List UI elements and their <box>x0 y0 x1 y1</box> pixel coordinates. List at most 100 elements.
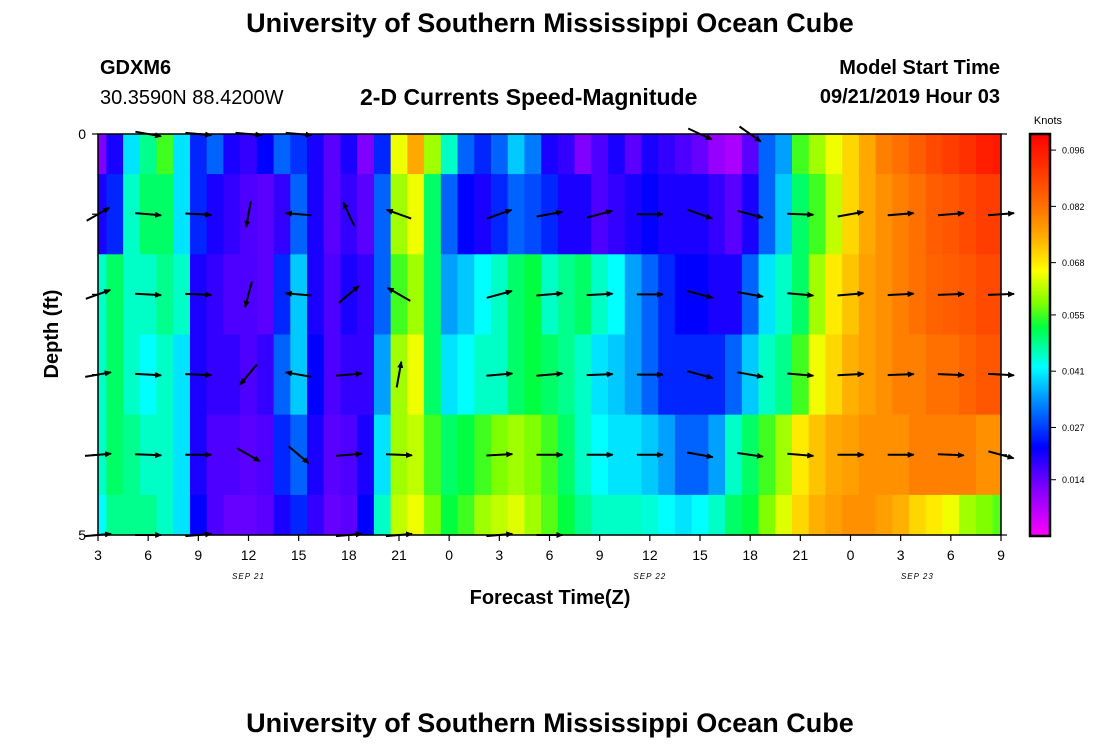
heatmap-cell <box>223 174 241 255</box>
heatmap-cell <box>457 494 475 536</box>
heatmap-cell <box>206 414 225 496</box>
colorbar-label: Knots <box>1034 115 1063 127</box>
heatmap-cell <box>507 174 526 255</box>
heatmap-cell <box>875 414 893 496</box>
heatmap-cell <box>942 134 960 175</box>
heatmap-cell <box>357 134 375 175</box>
heatmap-cell <box>909 174 927 255</box>
heatmap-cell <box>474 174 492 255</box>
heatmap-cell <box>674 334 693 416</box>
heatmap-cell <box>909 494 927 536</box>
x-tick-label: 0 <box>445 547 453 563</box>
heatmap-cell <box>524 134 542 175</box>
heatmap-cell <box>992 494 1002 536</box>
current-vector <box>335 451 363 458</box>
heatmap-cell <box>507 494 526 536</box>
current-vector <box>185 371 213 378</box>
heatmap-cell <box>457 414 475 496</box>
heatmap-cell <box>357 334 375 416</box>
heatmap-cell <box>307 334 325 416</box>
heatmap-cell <box>674 494 693 536</box>
x-tick-label: 12 <box>241 547 257 563</box>
current-vector <box>737 291 764 299</box>
heatmap-cell <box>842 134 860 175</box>
heatmap-cell <box>725 334 743 416</box>
date-label: SEP 21 <box>232 572 265 581</box>
heatmap-cell <box>407 494 425 536</box>
heatmap-cell <box>206 174 225 255</box>
heatmap-cell <box>658 174 676 255</box>
heatmap-cell <box>925 174 944 255</box>
heatmap-cell <box>373 254 392 336</box>
heatmap-cell <box>323 134 342 175</box>
current-vector <box>288 445 310 464</box>
heatmap-cell <box>758 174 776 255</box>
heatmap-cell <box>156 494 174 536</box>
date-label: SEP 23 <box>901 572 934 581</box>
current-vector <box>937 371 965 378</box>
heatmap-cell <box>457 174 475 255</box>
current-vector <box>284 210 312 217</box>
heatmap-cell <box>457 334 475 416</box>
current-vector <box>244 201 252 228</box>
heatmap-cell <box>223 414 241 496</box>
heatmap-cell <box>758 334 776 416</box>
heatmap-cell <box>106 254 124 336</box>
heatmap-cell <box>825 134 843 175</box>
current-vector <box>536 210 564 218</box>
heatmap-cell <box>307 494 325 536</box>
heatmap-cell <box>323 334 342 416</box>
x-tick-label: 21 <box>391 547 407 563</box>
heatmap-cell <box>574 494 592 536</box>
heatmap-cell <box>775 134 793 175</box>
heatmap-cell <box>407 254 425 336</box>
x-tick-label: 3 <box>495 547 503 563</box>
current-vector <box>687 290 714 300</box>
heatmap-cell <box>574 134 592 175</box>
heatmap-cell <box>106 334 124 416</box>
heatmap-cell <box>424 254 442 336</box>
colorbar-ticks: 0.096 0.082 0.068 0.055 0.041 0.027 0.014 <box>1050 146 1085 485</box>
heatmap-cell <box>791 494 810 536</box>
heatmap-cell <box>156 254 174 336</box>
heatmap-cell <box>959 134 977 175</box>
heatmap-cell <box>340 134 358 175</box>
heatmap-cell <box>992 134 1002 175</box>
heatmap-cell <box>925 134 944 175</box>
heatmap-cells <box>98 134 1002 536</box>
current-vector <box>787 292 815 298</box>
heatmap-cell <box>206 334 225 416</box>
heatmap-cell <box>708 134 726 175</box>
heatmap-cell <box>123 494 141 536</box>
colorbar-tick-label: 0.041 <box>1062 367 1085 377</box>
heatmap-cell <box>307 254 325 336</box>
heatmap-cell <box>808 254 827 336</box>
colorbar-tick-label: 0.068 <box>1062 258 1085 268</box>
heatmap-cell <box>775 174 793 255</box>
x-tick-label: 15 <box>692 547 708 563</box>
heatmap-cell <box>357 414 375 496</box>
heatmap-cell <box>808 494 827 536</box>
heatmap-cell <box>658 334 676 416</box>
current-vector <box>687 451 714 459</box>
heatmap-cell <box>474 254 492 336</box>
heatmap-cell <box>875 134 893 175</box>
heatmap-cell <box>290 494 308 536</box>
heatmap-cell <box>858 334 877 416</box>
heatmap-cell <box>156 174 174 255</box>
heatmap-cell <box>557 134 576 175</box>
heatmap-cell <box>725 134 743 175</box>
current-vector <box>239 363 258 386</box>
current-vector <box>586 209 614 219</box>
heatmap-cell <box>825 494 843 536</box>
heatmap-cell <box>858 254 877 336</box>
heatmap-cell <box>123 254 141 336</box>
current-vector <box>737 452 764 459</box>
heatmap-cell <box>307 134 325 175</box>
heatmap-cell <box>624 494 643 536</box>
heatmap-cell <box>173 254 191 336</box>
heatmap-cell <box>256 494 275 536</box>
current-vector <box>787 211 815 218</box>
heatmap-cell <box>440 174 459 255</box>
